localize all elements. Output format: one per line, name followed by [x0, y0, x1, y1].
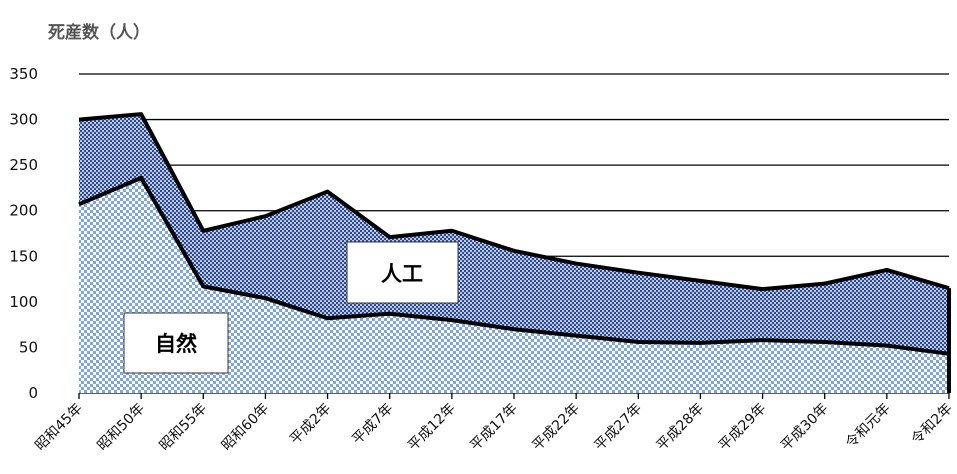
- x-tick-label: 平成2年: [287, 401, 334, 448]
- x-tick-label: 令和元年: [843, 401, 894, 452]
- y-tick-label: 100: [9, 293, 38, 311]
- label-box-artificial: 人工: [346, 241, 459, 304]
- y-tick-label: 200: [9, 202, 38, 220]
- area-natural: [79, 177, 949, 393]
- y-tick-label: 300: [9, 111, 38, 129]
- line-total: [78, 112, 950, 292]
- x-tick-label: 昭和55年: [156, 401, 210, 455]
- y-tick-label: 350: [9, 65, 38, 83]
- x-tick-label: 平成17年: [467, 401, 521, 455]
- area-label-natural: 自然: [155, 332, 197, 356]
- area-label-artificial: 人工: [381, 262, 423, 286]
- x-tick-label: 昭和60年: [219, 401, 273, 455]
- line-natural: [78, 175, 950, 356]
- y-tick-label: 150: [9, 247, 38, 265]
- x-tick-label: 平成22年: [529, 401, 583, 455]
- y-tick-label: 50: [19, 338, 38, 356]
- x-tick-label: 平成12年: [405, 401, 459, 455]
- x-tick-label: 昭和50年: [94, 401, 148, 455]
- x-tick-label: 平成7年: [349, 401, 396, 448]
- x-tick-label: 令和2年: [909, 401, 956, 448]
- y-axis-title: 死産数（人）: [48, 22, 150, 43]
- x-tick-label: 平成27年: [591, 401, 645, 455]
- area-artificial: [79, 114, 949, 354]
- x-tick-label: 昭和45年: [32, 401, 86, 455]
- x-tick-label: 平成29年: [716, 401, 770, 455]
- x-tick-label: 平成30年: [778, 401, 832, 455]
- x-tick-label: 平成28年: [654, 401, 708, 455]
- label-box-natural: 自然: [123, 312, 229, 374]
- y-tick-label: 0: [28, 384, 38, 402]
- y-tick-label: 250: [9, 156, 38, 174]
